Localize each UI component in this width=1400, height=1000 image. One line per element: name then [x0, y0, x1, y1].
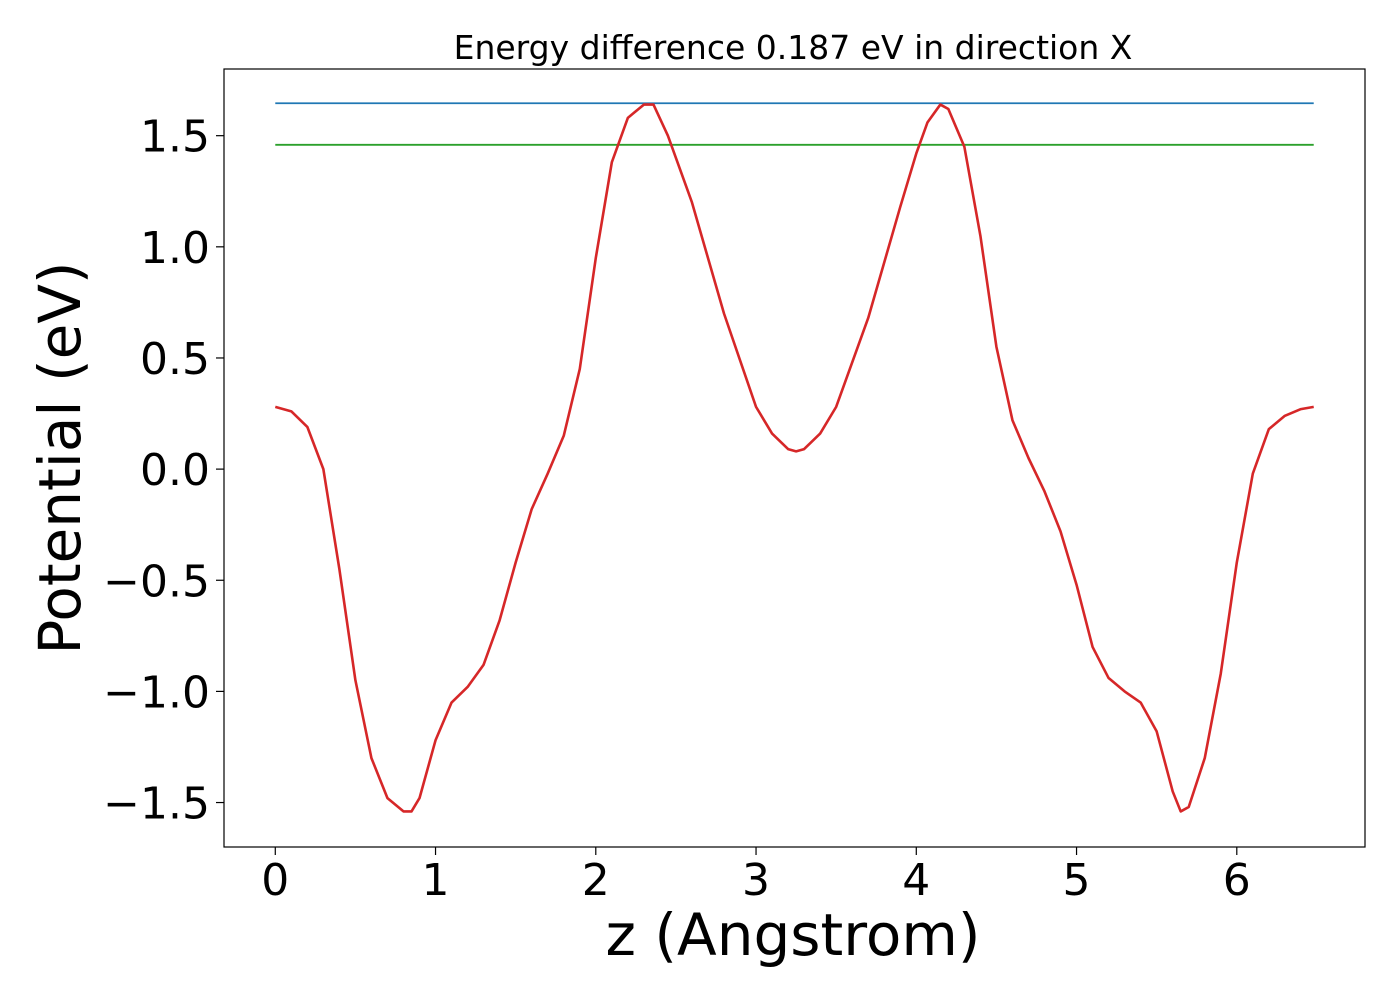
y-axis-ticks: −1.5 −1.0 −0.5 0.0 0.5 1.0 1.5 [103, 112, 224, 830]
plot-area [223, 68, 1366, 848]
y-axis-label: Potential (eV) [26, 261, 94, 654]
y-tick-label: 0.5 [140, 334, 210, 385]
x-tick-label: 4 [902, 855, 930, 906]
x-tick-label: 5 [1063, 855, 1091, 906]
x-tick-label: 6 [1223, 855, 1251, 906]
x-axis-ticks: 0 1 2 3 4 5 6 [261, 847, 1251, 906]
y-tick-label: −1.0 [103, 667, 210, 718]
y-tick-label: 1.5 [140, 112, 210, 163]
y-tick-label: −1.5 [103, 779, 210, 830]
y-tick-label: 1.0 [140, 223, 210, 274]
x-tick-label: 0 [261, 855, 289, 906]
x-tick-label: 2 [582, 855, 610, 906]
chart-title: Energy difference 0.187 eV in direction … [454, 28, 1133, 67]
x-axis-label: z (Angstrom) [606, 901, 981, 969]
y-tick-label: −0.5 [103, 556, 210, 607]
y-tick-label: 0.0 [140, 445, 210, 496]
x-tick-label: 1 [422, 855, 450, 906]
x-tick-label: 3 [742, 855, 770, 906]
series-line-1 [274, 103, 1314, 813]
